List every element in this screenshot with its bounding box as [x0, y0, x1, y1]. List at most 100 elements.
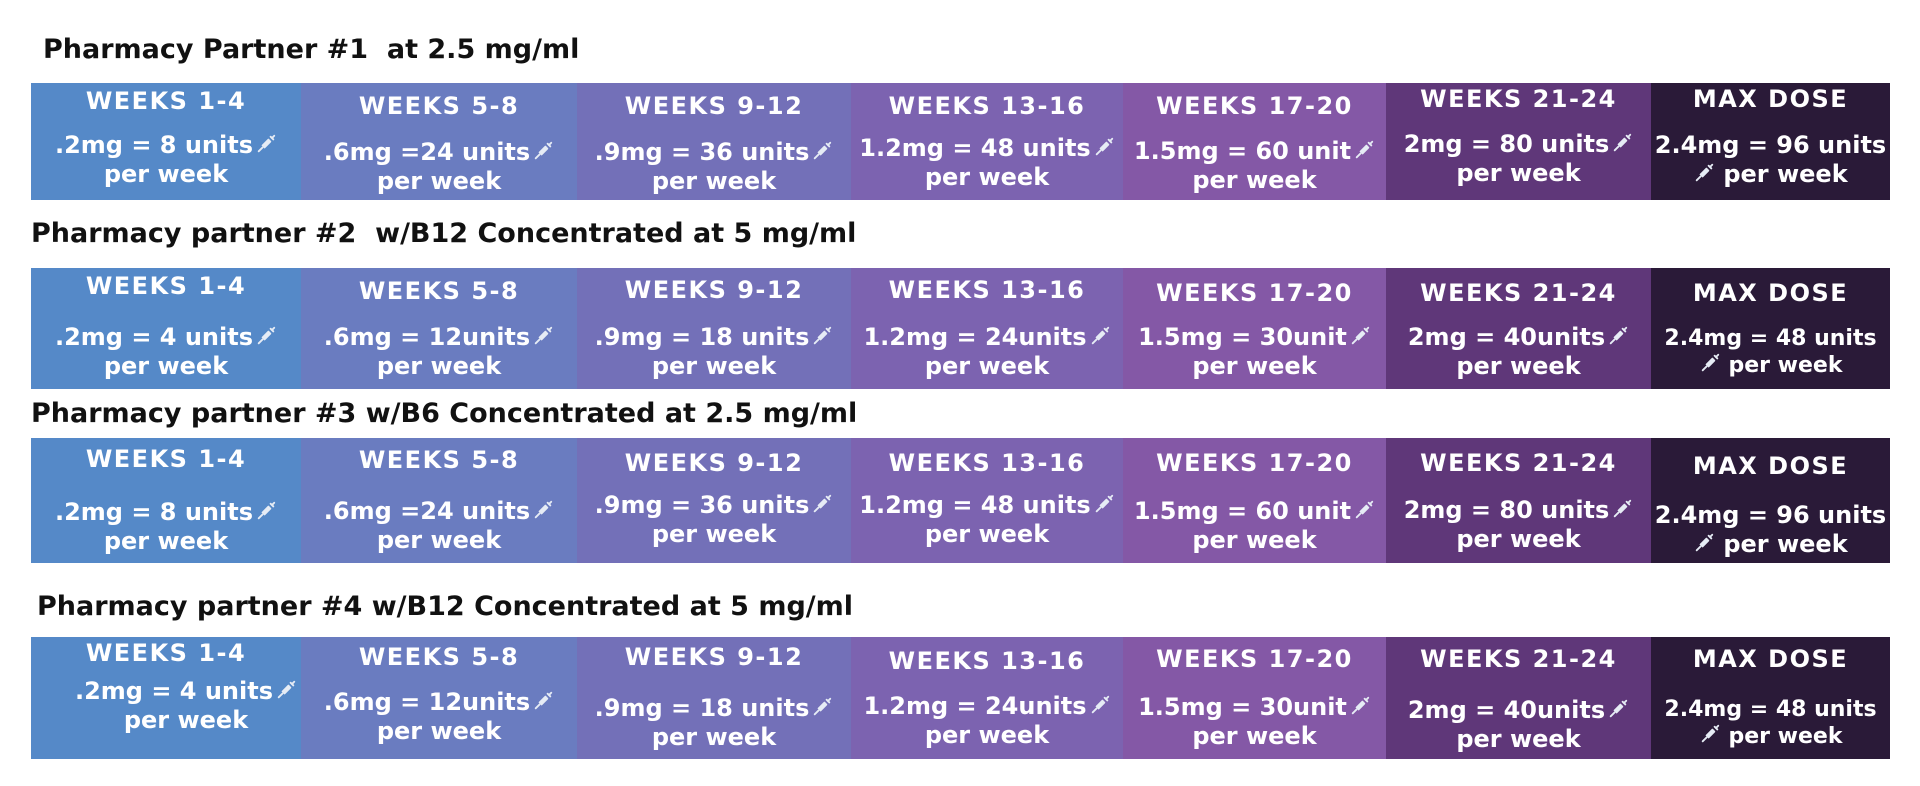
syringe-icon [532, 499, 554, 521]
cell-header: WEEKS 5-8 [358, 446, 520, 474]
dose-cell: WEEKS 21-24 2mg = 80 units per week [1386, 83, 1651, 200]
dose-cell: WEEKS 9-12 .9mg = 36 units per week [577, 83, 851, 200]
dose-cell: WEEKS 13-16 1.2mg = 48 units per week [851, 83, 1123, 200]
cell-dose: .9mg = 18 units per week [577, 323, 851, 381]
dose-amount: 1.2mg = 48 units [859, 134, 1091, 162]
dose-cell: WEEKS 17-20 1.5mg = 30unit per week [1123, 268, 1386, 389]
syringe-icon [532, 325, 554, 347]
cell-header: WEEKS 9-12 [624, 643, 804, 671]
dose-cell: MAX DOSE 2.4mg = 48 units per week [1651, 268, 1890, 389]
dose-cell: WEEKS 9-12 .9mg = 36 units per week [577, 438, 851, 563]
dose-amount: 1.5mg = 60 unit [1133, 497, 1352, 525]
dose-frequency: per week [651, 352, 777, 380]
syringe-icon [532, 690, 554, 712]
syringe-icon [255, 500, 277, 522]
cell-header: MAX DOSE [1692, 85, 1849, 113]
cell-dose: 2.4mg = 96 units per week [1651, 131, 1890, 189]
dose-amount: .9mg = 18 units [594, 694, 810, 722]
cell-dose: 1.2mg = 48 units per week [851, 134, 1123, 192]
cell-header: WEEKS 9-12 [624, 276, 804, 304]
dose-amount: .9mg = 18 units [594, 323, 810, 351]
dose-cell: WEEKS 21-24 2mg = 80 units per week [1386, 438, 1651, 563]
cell-dose: 2mg = 80 units per week [1386, 130, 1651, 188]
dose-frequency: per week [1728, 724, 1843, 749]
dose-frequency: per week [376, 352, 502, 380]
dose-frequency: per week [1456, 352, 1581, 380]
syringe-icon [811, 696, 833, 718]
cell-dose: 2mg = 40units per week [1386, 696, 1651, 754]
dose-cell: WEEKS 21-24 2mg = 40units per week [1386, 268, 1651, 389]
syringe-icon [1693, 532, 1715, 554]
cell-header: WEEKS 17-20 [1156, 449, 1353, 477]
dose-amount: 2.4mg = 48 units [1664, 697, 1877, 722]
dose-cell: WEEKS 17-20 1.5mg = 30unit per week [1123, 637, 1386, 759]
syringe-icon [811, 140, 833, 162]
dose-amount: .9mg = 36 units [594, 138, 810, 166]
dose-frequency: per week [1192, 166, 1317, 194]
section-title-1: Pharmacy Partner #1 at 2.5 mg/ml [43, 34, 580, 65]
dose-frequency: per week [651, 167, 777, 195]
syringe-icon [1693, 162, 1715, 184]
cell-dose: .2mg = 4 units per week [71, 677, 301, 735]
cell-dose: .6mg =24 units per week [301, 138, 577, 196]
cell-dose: 1.2mg = 24units per week [851, 692, 1123, 750]
dose-amount: .6mg =24 units [323, 497, 531, 525]
section-title-4: Pharmacy partner #4 w/B12 Concentrated a… [37, 591, 854, 622]
syringe-icon [811, 493, 833, 515]
dose-cell: MAX DOSE 2.4mg = 96 units per week [1651, 83, 1890, 200]
cell-header: WEEKS 21-24 [1420, 645, 1617, 673]
cell-dose: .6mg = 12units per week [301, 688, 577, 746]
cell-dose: 1.5mg = 60 unit per week [1123, 497, 1386, 555]
dose-frequency: per week [103, 527, 229, 555]
dose-amount: .6mg = 12units [323, 688, 531, 716]
dose-cell: MAX DOSE 2.4mg = 96 units per week [1651, 438, 1890, 563]
dose-cell: WEEKS 9-12 .9mg = 18 units per week [577, 637, 851, 759]
dose-frequency: per week [1456, 159, 1581, 187]
cell-dose: .9mg = 18 units per week [577, 694, 851, 752]
dose-frequency: per week [376, 717, 502, 745]
cell-header: WEEKS 21-24 [1420, 449, 1617, 477]
dose-frequency: per week [924, 352, 1050, 380]
dose-amount: 2.4mg = 96 units [1654, 501, 1887, 529]
dose-frequency: per week [1456, 725, 1581, 753]
dose-amount: .2mg = 8 units [54, 131, 254, 159]
section-title-3: Pharmacy partner #3 w/B6 Concentrated at… [31, 398, 858, 429]
cell-dose: .6mg = 12units per week [301, 323, 577, 381]
dose-amount: .2mg = 4 units [54, 323, 254, 351]
dose-amount: 1.5mg = 60 unit [1133, 137, 1352, 165]
dose-frequency: per week [123, 706, 249, 734]
syringe-icon [1699, 723, 1721, 745]
cell-header: WEEKS 1-4 [85, 87, 247, 115]
cell-header: WEEKS 17-20 [1156, 92, 1353, 120]
section-title-2: Pharmacy partner #2 w/B12 Concentrated a… [31, 218, 857, 249]
cell-header: MAX DOSE [1692, 645, 1849, 673]
cell-header: WEEKS 5-8 [358, 92, 520, 120]
syringe-icon [255, 325, 277, 347]
dose-cell: WEEKS 21-24 2mg = 40units per week [1386, 637, 1651, 759]
syringe-icon [1089, 325, 1111, 347]
cell-header: WEEKS 13-16 [888, 92, 1086, 120]
cell-dose: 1.5mg = 30unit per week [1123, 693, 1386, 751]
dose-frequency: per week [103, 160, 229, 188]
cell-dose: 1.5mg = 30unit per week [1123, 323, 1386, 381]
syringe-icon [1093, 493, 1115, 515]
cell-header: WEEKS 1-4 [85, 445, 247, 473]
cell-header: WEEKS 21-24 [1420, 279, 1617, 307]
dose-cell: WEEKS 5-8 .6mg =24 units per week [301, 83, 577, 200]
cell-header: WEEKS 17-20 [1156, 279, 1353, 307]
cell-dose: 2.4mg = 48 units per week [1651, 696, 1890, 750]
cell-header: WEEKS 13-16 [888, 449, 1086, 477]
dose-amount: .2mg = 4 units [74, 677, 274, 705]
cell-header: WEEKS 21-24 [1420, 85, 1617, 113]
dose-row-4: WEEKS 1-4 .2mg = 4 units per week WEEKS … [31, 637, 1890, 759]
cell-header: WEEKS 5-8 [358, 643, 520, 671]
dose-cell: WEEKS 17-20 1.5mg = 60 unit per week [1123, 438, 1386, 563]
syringe-icon [1607, 698, 1629, 720]
syringe-icon [1611, 132, 1633, 154]
syringe-icon [811, 325, 833, 347]
cell-header: WEEKS 13-16 [888, 647, 1086, 675]
cell-dose: 2mg = 80 units per week [1386, 496, 1651, 554]
cell-dose: 2.4mg = 48 units per week [1651, 325, 1890, 379]
dose-frequency: per week [103, 352, 229, 380]
cell-dose: .2mg = 4 units per week [31, 323, 301, 381]
